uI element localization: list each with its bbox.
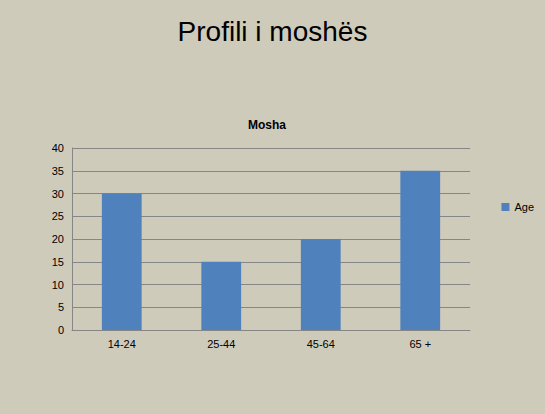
svg-text:5: 5 bbox=[58, 301, 64, 313]
svg-text:20: 20 bbox=[52, 233, 64, 245]
svg-text:Age: Age bbox=[514, 201, 534, 213]
svg-text:35: 35 bbox=[52, 165, 64, 177]
svg-text:Mosha: Mosha bbox=[248, 118, 286, 132]
svg-text:15: 15 bbox=[52, 256, 64, 268]
svg-text:10: 10 bbox=[52, 279, 64, 291]
svg-text:25-44: 25-44 bbox=[207, 338, 235, 350]
svg-text:25: 25 bbox=[52, 210, 64, 222]
svg-text:40: 40 bbox=[52, 142, 64, 154]
svg-text:30: 30 bbox=[52, 188, 64, 200]
svg-text:Profili i moshës: Profili i moshës bbox=[178, 16, 368, 47]
svg-text:45-64: 45-64 bbox=[307, 338, 335, 350]
svg-text:65 +: 65 + bbox=[409, 338, 431, 350]
svg-text:14-24: 14-24 bbox=[108, 338, 136, 350]
svg-text:0: 0 bbox=[58, 324, 64, 336]
